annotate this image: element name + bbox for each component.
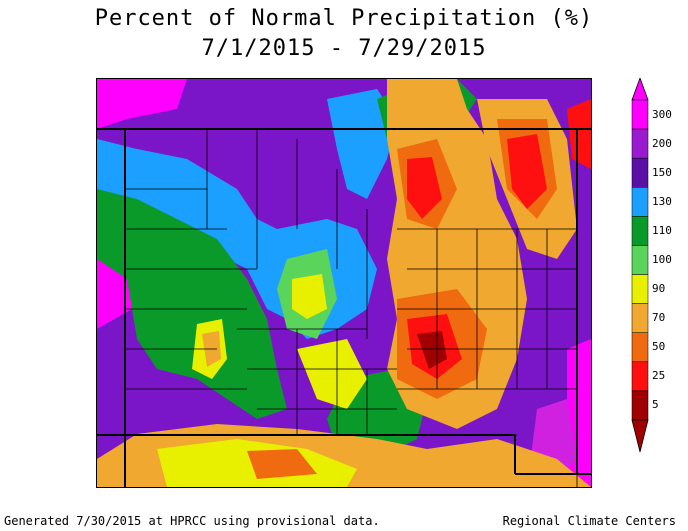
region-130pct-west (97, 189, 287, 419)
legend-swatch-130 (631, 187, 649, 217)
legend-label-5: 5 (652, 398, 659, 412)
footer-source-text: Regional Climate Centers (502, 514, 676, 528)
legend-colorbar (631, 76, 649, 453)
legend-label-200: 200 (652, 136, 672, 150)
region-90pct-central (292, 274, 327, 319)
legend-label-130: 130 (652, 194, 672, 208)
legend-swatch-25 (631, 361, 649, 392)
legend-label-100: 100 (652, 253, 672, 266)
region-25pct-ne (507, 134, 547, 209)
legend-arrow-bottom (631, 419, 649, 453)
legend-label-50: 50 (652, 340, 666, 354)
legend-arrow-top (631, 76, 649, 101)
region-25pct-north (407, 157, 442, 219)
state-boundaries (97, 128, 591, 487)
precipitation-map (96, 78, 592, 488)
region-50pct-south (247, 449, 317, 479)
region-90pct-south (297, 339, 367, 409)
legend-swatch-200 (631, 128, 649, 159)
legend-label-300: 300 (652, 107, 672, 121)
legend-label-70: 70 (652, 311, 666, 325)
legend-swatch-5 (631, 390, 649, 421)
legend-swatch-50 (631, 332, 649, 363)
legend-label-110: 110 (652, 223, 672, 237)
legend-label-150: 150 (652, 165, 672, 179)
legend-swatch-100 (631, 245, 649, 275)
legend-swatch-110 (631, 216, 649, 246)
region-150pct-north (327, 89, 397, 199)
map-title: Percent of Normal Precipitation (%) (94, 6, 594, 31)
region-5pct-east (417, 331, 447, 369)
precipitation-map-graphic (97, 79, 591, 487)
legend-label-90: 90 (652, 282, 666, 296)
legend-swatch-70 (631, 303, 649, 333)
legend-label-25: 25 (652, 369, 666, 383)
legend-swatch-300 (631, 99, 649, 130)
legend-swatch-90 (631, 274, 649, 304)
color-legend: 300 200 150 130 110 100 90 70 50 25 5 (628, 76, 688, 458)
legend-swatch-150 (631, 157, 649, 188)
map-date-range: 7/1/2015 - 7/29/2015 (201, 36, 487, 61)
region-300pct-nw (97, 79, 187, 129)
region-25pct-far-ne (567, 99, 591, 169)
footer-generated-text: Generated 7/30/2015 at HPRCC using provi… (4, 514, 380, 528)
